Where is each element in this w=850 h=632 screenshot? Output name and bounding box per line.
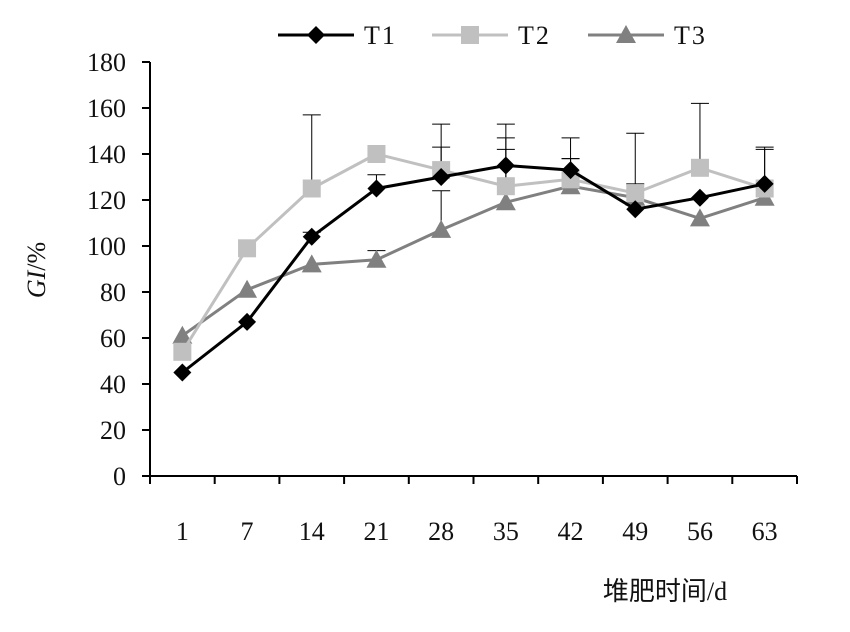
data-point-T2 <box>173 342 192 361</box>
data-point-T3 <box>689 208 710 227</box>
x-tick-label: 35 <box>493 517 519 546</box>
y-tick-label: 0 <box>113 462 126 491</box>
axes: 0 20 40 60 80 100 120 140 160 180 1 7 14 21 28 35 42 49 56… <box>87 48 798 546</box>
data-point-T3 <box>301 254 322 273</box>
data-point-T1 <box>690 188 709 207</box>
x-tick-label: 1 <box>176 517 189 546</box>
x-tick-label: 28 <box>428 517 454 546</box>
y-axis-title-italic: GI <box>22 269 51 298</box>
y-tick-label: 60 <box>100 324 126 353</box>
legend-label-T1: T1 <box>364 21 397 50</box>
legend-marker-T1 <box>307 26 325 44</box>
legend-label-T3: T3 <box>674 21 707 50</box>
data-point-T2 <box>690 158 709 177</box>
data-point-T2 <box>496 177 515 196</box>
data-point-T2 <box>238 239 257 258</box>
y-tick-label: 40 <box>100 370 126 399</box>
y-axis-title-unit: /% <box>22 242 51 271</box>
data-point-T1 <box>173 363 192 382</box>
x-tick-label: 56 <box>687 517 713 546</box>
legend-label-T2: T2 <box>518 21 551 50</box>
series-T2 <box>173 145 774 361</box>
x-tick-label: 21 <box>363 517 389 546</box>
y-tick-label: 100 <box>87 232 126 261</box>
series-line-T1 <box>181 163 765 374</box>
data-point-T1 <box>367 179 386 198</box>
series-T1 <box>173 156 774 382</box>
data-point-T1 <box>432 168 451 186</box>
y-tick-label: 180 <box>87 48 126 77</box>
legend-item-T2: T2 <box>432 21 551 50</box>
legend-item-T1: T1 <box>278 21 397 50</box>
data-point-T1 <box>238 312 257 331</box>
x-tick-label: 7 <box>241 517 254 546</box>
data-point-T3 <box>172 325 193 344</box>
data-point-T3 <box>366 249 387 268</box>
data-point-T2 <box>302 179 321 198</box>
data-point-T1 <box>755 174 774 193</box>
y-axis-title: GI/% <box>22 242 51 298</box>
x-axis-title: 堆肥时间/d <box>603 577 727 606</box>
data-point-T3 <box>237 279 258 298</box>
data-point-T1 <box>561 161 580 180</box>
y-tick-label: 20 <box>100 416 126 445</box>
data-point-T3 <box>431 219 452 238</box>
series-lines <box>172 145 775 382</box>
data-point-T1 <box>302 227 321 246</box>
data-point-T2 <box>367 145 386 163</box>
data-point-T1 <box>626 200 645 219</box>
legend: T1 T2 T3 <box>278 21 707 50</box>
series-line-T2 <box>181 152 766 353</box>
data-point-T3 <box>495 192 516 211</box>
legend-marker-T2 <box>461 26 479 44</box>
x-tick-label: 42 <box>558 517 584 546</box>
y-tick-label: 80 <box>100 278 126 307</box>
y-tick-label: 160 <box>87 94 126 123</box>
series-line-T3 <box>181 184 766 337</box>
x-tick-label: 63 <box>752 517 778 546</box>
x-tick-label: 49 <box>622 517 648 546</box>
x-tick-label: 14 <box>299 517 325 546</box>
legend-item-T3: T3 <box>588 21 707 50</box>
data-point-T1 <box>496 156 515 175</box>
data-point-T2 <box>561 170 580 189</box>
y-tick-label: 120 <box>87 186 126 215</box>
y-tick-label: 140 <box>87 140 126 169</box>
legend-marker-T3 <box>616 25 636 43</box>
data-point-T2 <box>626 184 645 203</box>
